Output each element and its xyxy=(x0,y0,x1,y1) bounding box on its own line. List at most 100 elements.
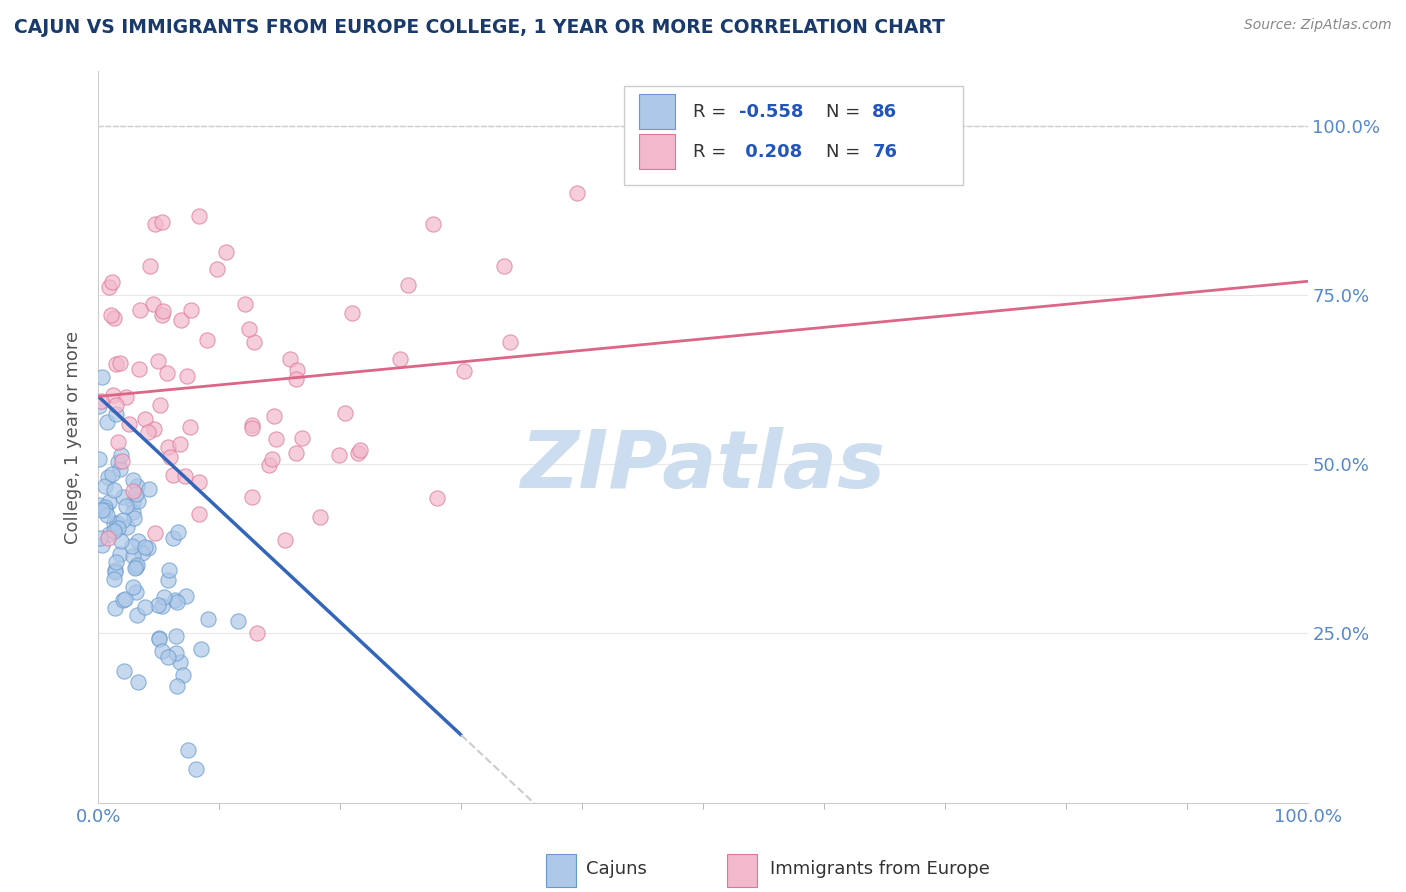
Point xyxy=(243,334,266,349)
Point xyxy=(138,482,160,496)
Point xyxy=(246,626,269,640)
Point xyxy=(195,333,218,347)
Point xyxy=(136,425,159,440)
Point xyxy=(179,420,201,434)
Text: CAJUN VS IMMIGRANTS FROM EUROPE COLLEGE, 1 YEAR OR MORE CORRELATION CHART: CAJUN VS IMMIGRANTS FROM EUROPE COLLEGE,… xyxy=(14,18,945,37)
Text: 76: 76 xyxy=(872,143,897,161)
Point xyxy=(125,585,148,599)
Point xyxy=(89,532,111,546)
Point xyxy=(342,306,364,320)
Point xyxy=(104,565,127,579)
Point xyxy=(115,500,138,514)
Point xyxy=(284,446,307,460)
Point xyxy=(215,244,238,259)
Point xyxy=(100,308,122,322)
Point xyxy=(138,259,160,273)
Point xyxy=(285,372,308,386)
Point xyxy=(264,432,287,446)
Point xyxy=(333,406,356,420)
Point xyxy=(124,486,146,500)
Text: Source: ZipAtlas.com: Source: ZipAtlas.com xyxy=(1244,18,1392,32)
Text: -0.558: -0.558 xyxy=(740,103,804,120)
Text: Immigrants from Europe: Immigrants from Europe xyxy=(769,860,990,878)
Point xyxy=(263,409,285,423)
Point xyxy=(110,356,132,370)
Point xyxy=(453,364,475,378)
Point xyxy=(141,296,163,310)
Point xyxy=(176,369,198,384)
Point xyxy=(153,590,176,604)
Point xyxy=(121,539,143,553)
Point xyxy=(174,469,197,483)
FancyBboxPatch shape xyxy=(624,86,963,185)
Point xyxy=(150,644,173,658)
Point xyxy=(127,675,149,690)
Point xyxy=(205,261,228,276)
Point xyxy=(388,351,411,366)
Point xyxy=(149,398,172,412)
Point xyxy=(128,362,150,376)
Point xyxy=(143,422,166,436)
Point xyxy=(107,434,129,449)
Point xyxy=(156,366,179,380)
Point xyxy=(240,417,263,432)
Point xyxy=(260,452,283,467)
Point xyxy=(110,449,132,463)
Point xyxy=(122,511,145,525)
Point xyxy=(240,490,263,504)
Point xyxy=(170,313,193,327)
Point xyxy=(157,574,180,588)
Text: R =: R = xyxy=(693,103,733,120)
Point xyxy=(492,260,515,274)
Point xyxy=(233,297,256,311)
Point xyxy=(101,387,124,401)
Point xyxy=(94,479,117,493)
Point xyxy=(143,217,166,231)
Point xyxy=(112,593,135,607)
Point xyxy=(152,599,174,613)
Point xyxy=(134,599,156,614)
Point xyxy=(107,516,129,530)
Point xyxy=(90,538,112,552)
Point xyxy=(110,462,132,476)
Point xyxy=(238,322,260,336)
Point xyxy=(184,762,207,776)
Point xyxy=(148,598,170,612)
Point xyxy=(114,591,136,606)
Y-axis label: College, 1 year or more: College, 1 year or more xyxy=(65,331,83,543)
Point xyxy=(172,667,194,681)
Point xyxy=(565,186,588,200)
Point xyxy=(103,572,125,586)
Point xyxy=(274,533,297,547)
Point xyxy=(165,592,187,607)
FancyBboxPatch shape xyxy=(546,854,576,887)
Point xyxy=(152,303,174,318)
Point xyxy=(349,442,371,457)
Point xyxy=(157,563,180,577)
Point xyxy=(188,475,211,489)
Point xyxy=(122,473,145,487)
Point xyxy=(134,540,156,554)
Point xyxy=(127,534,149,549)
Point xyxy=(162,468,184,483)
Point xyxy=(105,521,128,535)
Point xyxy=(148,354,170,368)
Point xyxy=(103,483,125,497)
Point xyxy=(87,499,110,513)
Point xyxy=(167,524,190,539)
Point xyxy=(125,560,148,574)
Point xyxy=(396,277,419,292)
Point xyxy=(174,589,197,603)
Point xyxy=(426,491,449,506)
Point xyxy=(166,595,188,609)
Point xyxy=(115,519,138,533)
Point xyxy=(328,448,350,462)
Point xyxy=(150,308,173,322)
FancyBboxPatch shape xyxy=(727,854,758,887)
Point xyxy=(226,614,249,628)
Point xyxy=(104,357,127,371)
Point xyxy=(96,508,118,523)
Point xyxy=(177,743,200,757)
Point xyxy=(104,555,127,569)
Point xyxy=(112,513,135,527)
